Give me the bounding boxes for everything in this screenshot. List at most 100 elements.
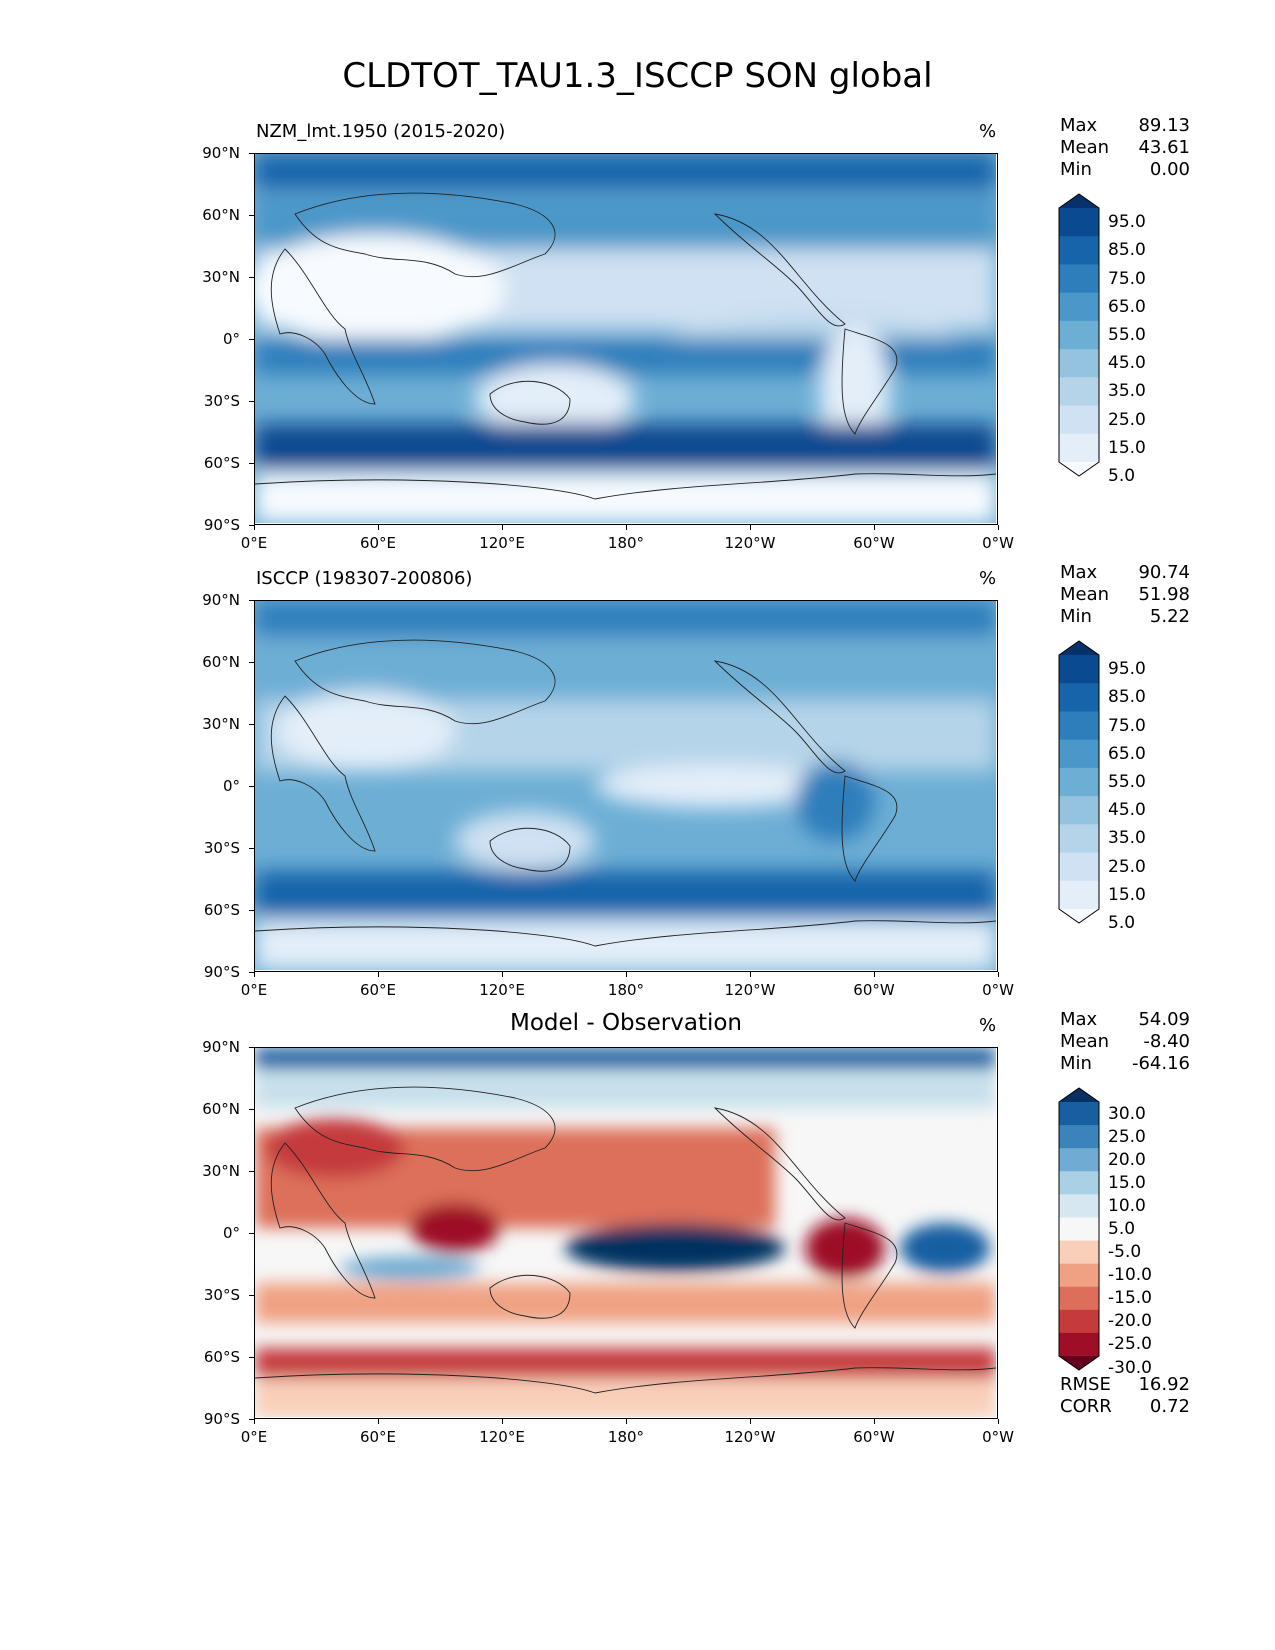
colorbar-tick-label: -15.0 xyxy=(1108,1288,1152,1309)
lat-tick-label: 60°N xyxy=(202,206,240,224)
colorbar-tick-label: 35.0 xyxy=(1108,828,1146,849)
stat-label: Min xyxy=(1060,606,1092,627)
lon-tick-label: 0°W xyxy=(982,981,1014,999)
panel-title: NZM_lmt.1950 (2015-2020) xyxy=(256,121,506,142)
lon-tick-label: 60°W xyxy=(853,981,895,999)
colorbar-band xyxy=(1059,655,1099,684)
lon-tick-label: 120°W xyxy=(724,534,776,552)
lat-tick-label: 90°S xyxy=(203,516,240,534)
lat-tick xyxy=(249,463,254,464)
colorbar-outline xyxy=(1058,1087,1100,1371)
stat-row: Mean -8.40 xyxy=(1060,1031,1190,1053)
colorbar-outline xyxy=(1058,640,1100,924)
colorbar-tick-label: 15.0 xyxy=(1108,884,1146,905)
stat-row: Max 90.74 xyxy=(1060,562,1190,584)
lat-tick-label: 90°N xyxy=(202,144,240,162)
colorbar-band xyxy=(1059,824,1099,854)
coastlines xyxy=(255,1086,996,1394)
lon-tick xyxy=(254,525,255,530)
colorbar-extend-max xyxy=(1059,194,1099,208)
lat-tick-label: 90°S xyxy=(203,1410,240,1428)
lat-tick-label: 30°S xyxy=(203,1286,240,1304)
stats-block: Max 89.13 Mean 43.61 Min 0.00 xyxy=(1060,115,1190,181)
stat-row: Mean 43.61 xyxy=(1060,137,1190,159)
colorbar-band xyxy=(1059,1102,1099,1126)
lat-tick xyxy=(249,1109,254,1110)
stat-label: Mean xyxy=(1060,584,1110,605)
lon-tick xyxy=(378,525,379,530)
colorbar-tick-label: -20.0 xyxy=(1108,1311,1152,1332)
lat-tick-label: 90°N xyxy=(202,1038,240,1056)
footer-stats-block: RMSE 16.92 CORR 0.72 xyxy=(1060,1374,1190,1418)
colorbar-band xyxy=(1059,739,1099,769)
lon-tick xyxy=(874,1419,875,1424)
lon-tick xyxy=(626,972,627,977)
lat-tick xyxy=(249,724,254,725)
colorbar-band xyxy=(1059,405,1099,435)
stat-value: 16.92 xyxy=(1138,1374,1190,1395)
lon-tick xyxy=(502,525,503,530)
colorbar-tick-label: 15.0 xyxy=(1108,437,1146,458)
units-label: % xyxy=(979,568,997,589)
lat-tick-label: 30°S xyxy=(203,392,240,410)
colorbar-tick-label: 45.0 xyxy=(1108,353,1146,374)
map-field xyxy=(254,153,998,525)
stat-value: 54.09 xyxy=(1138,1009,1190,1030)
lon-tick xyxy=(874,525,875,530)
lon-tick-label: 0°E xyxy=(240,534,268,552)
stats-block: Max 90.74 Mean 51.98 Min 5.22 xyxy=(1060,562,1190,628)
colorbar-tick-label: 5.0 xyxy=(1108,913,1136,934)
lat-tick-label: 60°S xyxy=(203,454,240,472)
stats-block: Max 54.09 Mean -8.40 Min -64.16 xyxy=(1060,1009,1190,1075)
colorbar-tick-label: 45.0 xyxy=(1108,800,1146,821)
stat-label: Mean xyxy=(1060,1031,1110,1052)
coastlines xyxy=(255,192,996,500)
stat-label: RMSE xyxy=(1060,1374,1111,1395)
stat-row: Max 54.09 xyxy=(1060,1009,1190,1031)
stat-row: Min 0.00 xyxy=(1060,159,1190,181)
colorbar-tick-label: 55.0 xyxy=(1108,772,1146,792)
lon-tick-label: 60°E xyxy=(359,534,397,552)
lat-tick-label: 30°N xyxy=(202,268,240,286)
colorbar-band xyxy=(1059,852,1099,882)
colorbar-band xyxy=(1059,1171,1099,1195)
stat-value: 0.72 xyxy=(1149,1396,1190,1417)
colorbar-tick-label: 20.0 xyxy=(1108,1149,1146,1170)
lat-tick-label: 60°N xyxy=(202,653,240,671)
colorbar xyxy=(1058,640,1100,924)
panel-title: ISCCP (198307-200806) xyxy=(256,568,473,589)
lat-tick xyxy=(249,401,254,402)
lat-tick-label: 60°S xyxy=(203,1348,240,1366)
map-field xyxy=(254,600,998,972)
lon-tick-label: 60°W xyxy=(853,1428,895,1446)
difference-panel: Model - Observation % xyxy=(0,894,1275,1446)
colorbar-tick-label: -10.0 xyxy=(1108,1265,1152,1286)
lon-tick xyxy=(254,972,255,977)
stat-row: Max 89.13 xyxy=(1060,115,1190,137)
lat-tick xyxy=(249,600,254,601)
lat-tick xyxy=(249,277,254,278)
colorbar-tick-label: 55.0 xyxy=(1108,325,1146,345)
lon-tick xyxy=(750,525,751,530)
lon-tick-label: 180° xyxy=(607,981,645,999)
model-panel: NZM_lmt.1950 (2015-2020) % xyxy=(0,0,1275,552)
lat-tick-label: 0° xyxy=(222,330,240,348)
colorbar-band xyxy=(1059,1263,1099,1288)
lon-tick xyxy=(998,525,999,530)
colorbar-tick-label: 5.0 xyxy=(1108,466,1136,487)
colorbar-band xyxy=(1059,320,1099,350)
stat-value: -64.16 xyxy=(1131,1053,1190,1074)
colorbar xyxy=(1058,1087,1100,1371)
colorbar-extend-min xyxy=(1059,462,1099,476)
colorbar-band xyxy=(1059,1217,1099,1242)
colorbar-band xyxy=(1059,767,1099,797)
lon-tick-label: 60°E xyxy=(359,1428,397,1446)
colorbar-band xyxy=(1059,1332,1099,1357)
stat-value: 5.22 xyxy=(1149,606,1190,627)
lat-tick-label: 90°N xyxy=(202,591,240,609)
map-svg xyxy=(255,1048,996,1417)
stat-row: Min 5.22 xyxy=(1060,606,1190,628)
lat-tick-label: 0° xyxy=(222,1224,240,1242)
stat-value: 89.13 xyxy=(1138,115,1190,136)
observation-panel: ISCCP (198307-200806) % xyxy=(0,447,1275,999)
